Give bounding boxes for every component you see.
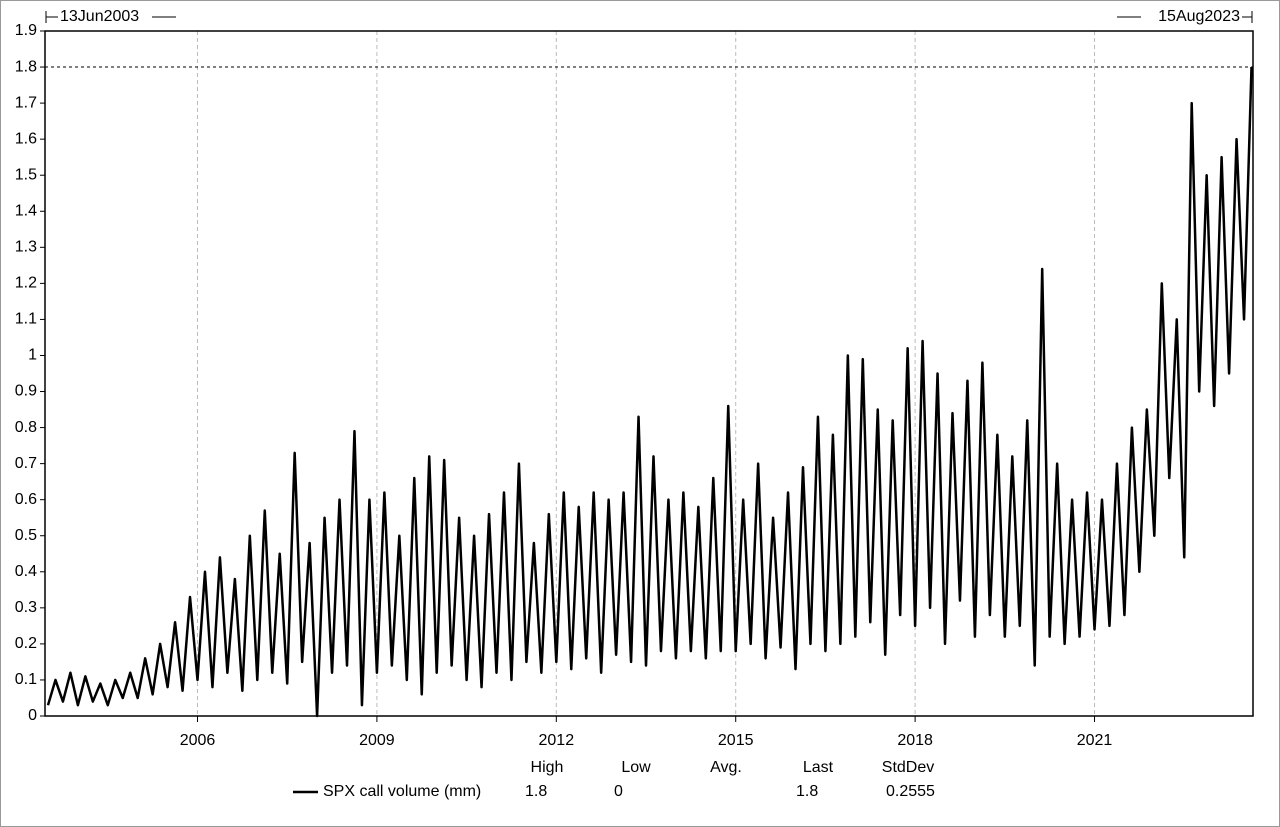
stat-header: High bbox=[531, 759, 564, 776]
y-tick-label: 0.9 bbox=[15, 383, 37, 400]
stats-table: High Low Avg. Last StdDev SPX call volume (mm… bbox=[293, 759, 935, 800]
legend-label: SPX call volume (mm) bbox=[323, 783, 481, 800]
y-tick-label: 0.4 bbox=[15, 563, 37, 580]
stat-value: 1.8 bbox=[796, 783, 818, 800]
y-tick-label: 0.6 bbox=[15, 491, 37, 508]
y-tick-label: 1.9 bbox=[15, 22, 37, 39]
start-label: 13Jun2003 bbox=[60, 8, 139, 25]
y-tick-label: 1 bbox=[28, 347, 37, 364]
y-tick-label: 1.2 bbox=[15, 275, 37, 292]
stat-value: 0.2555 bbox=[886, 783, 935, 800]
stat-value: 1.8 bbox=[525, 783, 547, 800]
x-tick-label: 2021 bbox=[1077, 732, 1113, 749]
x-tick-label: 2006 bbox=[180, 732, 216, 749]
end-label: 15Aug2023 bbox=[1158, 8, 1240, 25]
y-tick-label: 1.6 bbox=[15, 130, 37, 147]
y-tick-label: 1.3 bbox=[15, 239, 37, 256]
plot-frame bbox=[44, 30, 1254, 717]
y-tick-label: 1.7 bbox=[15, 94, 37, 111]
y-tick-label: 0.8 bbox=[15, 419, 37, 436]
stat-value: 0 bbox=[614, 783, 623, 800]
stat-header: Low bbox=[621, 759, 651, 776]
y-tick-label: 0.5 bbox=[15, 527, 37, 544]
stat-header: Last bbox=[803, 759, 834, 776]
data-line bbox=[46, 67, 1253, 718]
y-tick-label: 0 bbox=[28, 707, 37, 724]
axes: 0 0.1 0.2 0.3 0.4 0.5 0.6 0.7 0.8 0.9 1 1.1 1.2 1.3 1.… bbox=[15, 22, 1113, 749]
stat-header: StdDev bbox=[882, 759, 934, 776]
stat-header: Avg. bbox=[710, 759, 742, 776]
x-tick-label: 2012 bbox=[539, 732, 575, 749]
y-tick-label: 1.4 bbox=[15, 202, 37, 219]
y-tick-label: 0.3 bbox=[15, 599, 37, 616]
y-tick-label: 1.8 bbox=[15, 58, 37, 75]
y-tick-label: 0.7 bbox=[15, 455, 37, 472]
y-tick-label: 1.1 bbox=[15, 311, 37, 328]
plot bbox=[45, 66, 1253, 718]
x-tick-label: 2009 bbox=[359, 732, 395, 749]
y-tick-label: 1.5 bbox=[15, 166, 37, 183]
x-tick-label: 2015 bbox=[718, 732, 754, 749]
y-tick-label: 0.1 bbox=[15, 671, 37, 688]
x-tick-label: 2018 bbox=[897, 732, 933, 749]
y-tick-label: 0.2 bbox=[15, 635, 37, 652]
corner-labels: 13Jun2003 15Aug2023 bbox=[45, 8, 1253, 25]
